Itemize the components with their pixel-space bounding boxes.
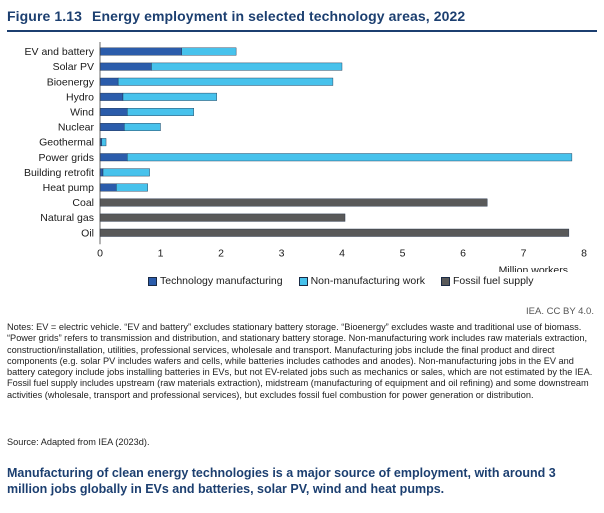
bar-building-retrofit-non-manufacturing-work	[102, 168, 150, 177]
legend-swatch-fossil-fuel-supply	[440, 276, 450, 286]
legend-label-technology-manufacturing: Technology manufacturing	[160, 275, 283, 287]
category-label-wind: Wind	[70, 106, 94, 118]
x-tick-label-3: 3	[279, 247, 285, 259]
credit-line: IEA. CC BY 4.0.	[526, 306, 594, 317]
bar-solar-pv-non-manufacturing-work	[151, 62, 343, 71]
bar-heat-pump-non-manufacturing-work	[116, 183, 148, 192]
x-tick-label-8: 8	[581, 247, 587, 259]
legend-item-non-manufacturing-work: Non-manufacturing work	[298, 275, 425, 287]
legend-item-fossil-fuel-supply: Fossil fuel supply	[440, 275, 534, 287]
figure-title: Figure 1.13 Energy employment in selected…	[7, 8, 465, 24]
legend-swatch-non-manufacturing-work	[298, 276, 308, 286]
bar-ev-and-battery-non-manufacturing-work	[181, 47, 237, 56]
x-tick-label-6: 6	[460, 247, 466, 259]
bar-oil-fossil-fuel-supply	[99, 228, 570, 237]
bar-geothermal-non-manufacturing-work	[101, 138, 107, 147]
bar-heat-pump-technology-manufacturing	[99, 183, 117, 192]
bar-power-grids-non-manufacturing-work	[127, 153, 573, 162]
legend-swatch-technology-manufacturing	[148, 276, 157, 286]
bar-wind-technology-manufacturing	[99, 107, 128, 116]
category-label-natural-gas: Natural gas	[40, 212, 94, 224]
figure-takeaway: Manufacturing of clean energy technologi…	[7, 466, 556, 496]
bar-hydro-technology-manufacturing	[99, 92, 124, 101]
category-label-bioenergy: Bioenergy	[47, 76, 95, 88]
category-label-coal: Coal	[72, 197, 94, 209]
chart-legend: Technology manufacturing Non-manufacturi…	[148, 275, 550, 287]
figure-title-text: Energy employment in selected technology…	[92, 8, 466, 24]
bar-power-grids-technology-manufacturing	[99, 153, 128, 162]
bar-natural-gas-fossil-fuel-supply	[99, 213, 346, 222]
legend-label-non-manufacturing-work: Non-manufacturing work	[310, 275, 425, 287]
category-label-heat-pump: Heat pump	[43, 182, 95, 194]
category-label-nuclear: Nuclear	[58, 122, 95, 134]
figure-number: Figure 1.13	[7, 8, 83, 24]
bar-nuclear-technology-manufacturing	[99, 123, 125, 132]
legend-item-technology-manufacturing: Technology manufacturing	[148, 275, 283, 287]
legend-label-fossil-fuel-supply: Fossil fuel supply	[452, 275, 534, 287]
bar-hydro-non-manufacturing-work	[122, 92, 217, 101]
x-tick-label-2: 2	[218, 247, 224, 259]
x-tick-label-5: 5	[400, 247, 406, 259]
category-label-oil: Oil	[81, 227, 94, 239]
figure-notes: Notes: EV = electric vehicle. “EV and ba…	[7, 322, 593, 400]
bar-nuclear-non-manufacturing-work	[123, 123, 161, 132]
figure-source: Source: Adapted from IEA (2023d).	[7, 437, 150, 447]
bar-bioenergy-technology-manufacturing	[99, 77, 119, 86]
bar-solar-pv-technology-manufacturing	[99, 62, 152, 71]
category-label-hydro: Hydro	[66, 91, 94, 103]
bar-bioenergy-non-manufacturing-work	[117, 77, 334, 86]
bar-coal-fossil-fuel-supply	[99, 198, 488, 207]
x-tick-label-7: 7	[521, 247, 527, 259]
category-label-ev-and-battery: EV and battery	[25, 46, 95, 58]
category-label-power-grids: Power grids	[39, 152, 94, 164]
figure-header: Figure 1.13 Energy employment in selected…	[7, 8, 597, 32]
bar-wind-non-manufacturing-work	[127, 107, 194, 116]
category-label-building-retrofit: Building retrofit	[24, 167, 94, 179]
x-tick-label-0: 0	[97, 247, 103, 259]
bar-ev-and-battery-technology-manufacturing	[99, 47, 182, 56]
x-tick-label-4: 4	[339, 247, 345, 259]
x-tick-label-1: 1	[158, 247, 164, 259]
category-label-geothermal: Geothermal	[39, 137, 94, 149]
employment-bar-chart: EV and battery Solar PV Bioenergy Hydro Wind…	[24, 42, 587, 272]
bar-building-retrofit-technology-manufacturing	[99, 168, 104, 177]
x-axis-label: Million workers	[499, 264, 568, 272]
category-label-solar-pv: Solar PV	[53, 61, 94, 73]
